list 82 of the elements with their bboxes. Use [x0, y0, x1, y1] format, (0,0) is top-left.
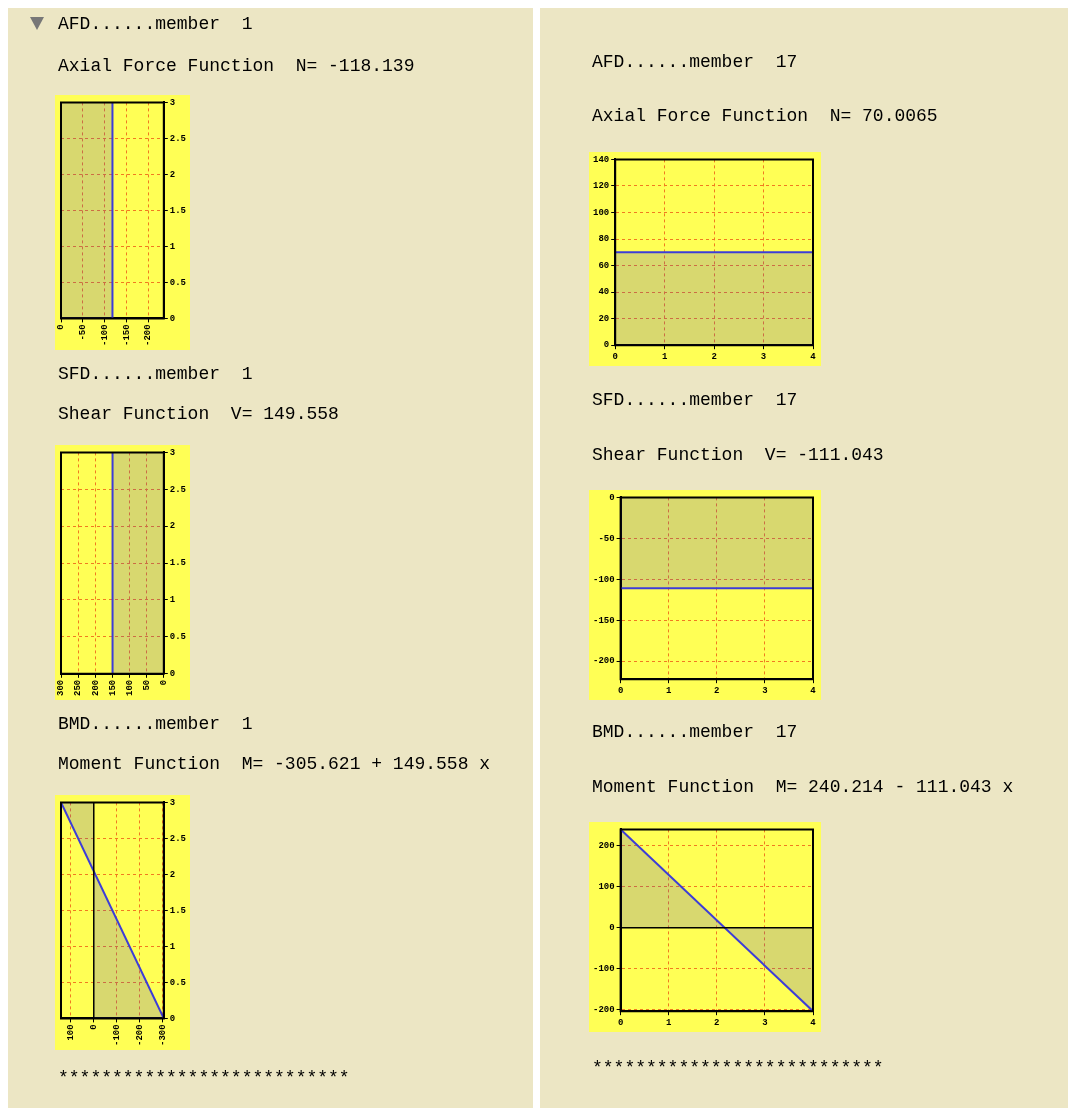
chart-subtitle: Shear Function V= 149.558 [58, 404, 339, 424]
chart-title: SFD......member 17 [592, 390, 798, 410]
y-tick-label: 140 [593, 154, 610, 165]
y-tick-label: 2 [169, 521, 176, 532]
x-tick-label: 1 [661, 351, 668, 362]
text: *************************** [592, 1058, 884, 1078]
x-tick-label: -50 [78, 324, 89, 341]
y-tick-label: -100 [592, 963, 615, 974]
y-tick-label: 0 [609, 922, 615, 933]
y-tick-label: 0 [169, 313, 176, 324]
x-tick-label: -150 [121, 324, 132, 347]
chart-subtitle: Shear Function V= -111.043 [592, 445, 884, 465]
y-tick-label: -200 [592, 1004, 615, 1015]
chart-subtitle: Moment Function M= 240.214 - 111.043 x [592, 777, 1014, 797]
y-tick-label: 1.5 [169, 905, 186, 916]
y-tick-label: 0 [609, 492, 615, 503]
x-tick-label: 1 [666, 1017, 672, 1028]
y-tick-label: 200 [598, 841, 615, 852]
x-tick-label: 4 [810, 1017, 817, 1028]
x-tick-label: 250 [73, 679, 84, 696]
x-tick-label: 0 [89, 1024, 100, 1030]
x-tick-label: 4 [810, 685, 817, 696]
y-tick-label: 1 [169, 241, 176, 252]
x-tick-label: 2 [714, 1017, 720, 1028]
chart-title: AFD......member 17 [592, 52, 798, 72]
x-tick-label: 300 [56, 679, 67, 696]
chart-title: AFD......member 1 [58, 14, 253, 34]
y-tick-label: 2.5 [169, 484, 186, 495]
x-tick-label: 150 [107, 679, 118, 696]
y-tick-label: 2 [169, 869, 176, 880]
y-tick-label: -200 [592, 656, 615, 667]
x-tick-label: 0 [617, 685, 624, 696]
chart-title: BMD......member 1 [58, 714, 253, 734]
x-tick-label: 3 [762, 685, 768, 696]
y-tick-label: 1.5 [169, 205, 186, 216]
y-tick-label: 3 [169, 97, 176, 108]
x-tick-label: 200 [90, 679, 101, 696]
y-tick-label: -150 [592, 615, 615, 626]
x-tick-label: -300 [157, 1024, 168, 1047]
y-tick-label: 0 [169, 669, 176, 680]
y-tick-label: 3 [169, 797, 176, 808]
x-tick-label: 0 [56, 324, 67, 330]
x-tick-label: 3 [760, 351, 767, 362]
y-tick-label: -50 [598, 533, 615, 544]
y-tick-label: 0.5 [169, 977, 186, 988]
x-tick-label: -100 [99, 324, 110, 347]
chart-title: SFD......member 1 [58, 364, 253, 384]
y-tick-label: 2.5 [169, 833, 186, 844]
y-tick-label: 20 [598, 313, 610, 324]
y-tick-label: 100 [593, 207, 610, 218]
x-tick-label: 3 [762, 1017, 768, 1028]
y-tick-label: 120 [593, 181, 610, 192]
text: Moment Function M= -305.621 + 149.558 x [58, 754, 491, 774]
y-tick-label: 3 [169, 447, 176, 458]
x-tick-label: -200 [143, 324, 154, 347]
text: *************************** [58, 1068, 350, 1088]
y-tick-label: 80 [598, 234, 610, 245]
y-tick-label: 2 [169, 169, 176, 180]
x-tick-label: -200 [134, 1024, 145, 1047]
y-tick-label: 100 [598, 882, 615, 893]
x-tick-label: 1 [666, 685, 672, 696]
y-tick-label: 60 [598, 260, 610, 271]
x-tick-label: 2 [711, 351, 717, 362]
x-tick-label: 2 [714, 685, 720, 696]
x-tick-label: -100 [111, 1024, 122, 1047]
text: Axial Force Function N= -118.139 [58, 56, 415, 76]
x-tick-label: 0 [617, 1017, 624, 1028]
y-tick-label: 1.5 [169, 558, 186, 569]
y-tick-label: 0.5 [169, 277, 186, 288]
y-tick-label: 2.5 [169, 133, 186, 144]
y-tick-label: 1 [169, 941, 176, 952]
x-tick-label: 50 [141, 679, 152, 691]
y-tick-label: 0.5 [169, 632, 186, 643]
x-tick-label: 100 [66, 1024, 77, 1041]
y-tick-label: 40 [598, 287, 610, 298]
chart-title: BMD......member 17 [592, 722, 798, 742]
chart-subtitle: Axial Force Function N= 70.0065 [592, 106, 938, 126]
y-tick-label: -100 [592, 574, 615, 585]
x-tick-label: 100 [124, 679, 135, 696]
x-tick-label: 0 [159, 679, 170, 686]
y-tick-label: 1 [169, 595, 176, 606]
x-tick-label: 4 [810, 351, 817, 362]
